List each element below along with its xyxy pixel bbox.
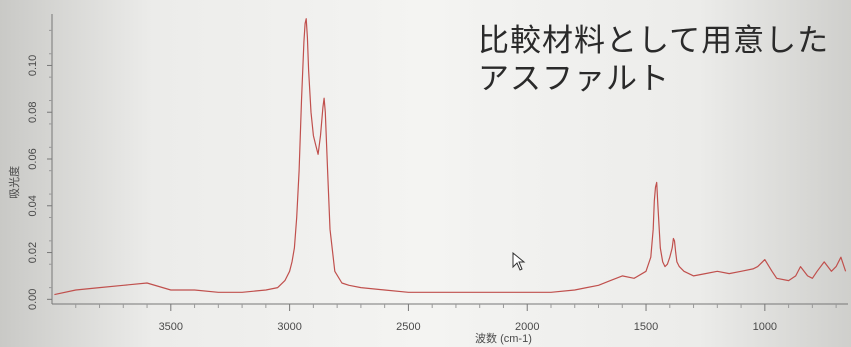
y-axis: 0.00 0.02 0.04 0.06 0.08 0.10 [27, 14, 53, 310]
x-tick-label: 3500 [159, 321, 183, 333]
y-tick-label: 0.10 [27, 55, 39, 76]
y-tick-label: 0.06 [27, 148, 39, 169]
y-tick-label: 0.04 [27, 195, 39, 216]
x-tick-label: 1500 [634, 321, 658, 333]
annotation-text: 比較材料として用意した アスファルト [478, 22, 829, 98]
series-layer [54, 18, 847, 296]
y-tick-label: 0.08 [27, 102, 39, 123]
x-tick-label: 2500 [396, 321, 420, 333]
spectrum-line [54, 18, 847, 296]
y-axis-label: 吸光度 [7, 166, 21, 199]
x-tick-label: 2000 [515, 321, 539, 333]
x-axis-label: 波数 (cm-1) [475, 332, 532, 345]
annotation-line-2: アスファルト [478, 61, 670, 97]
x-axis: 3500 3000 2500 2000 1500 1000 [52, 303, 848, 333]
y-tick-label: 0.02 [27, 242, 39, 263]
x-tick-label: 3000 [277, 321, 301, 333]
y-tick-label: 0.00 [27, 289, 39, 310]
x-tick-label: 1000 [753, 321, 777, 333]
mouse-cursor-icon [512, 252, 526, 271]
annotation-line-1: 比較材料として用意した [478, 23, 830, 59]
